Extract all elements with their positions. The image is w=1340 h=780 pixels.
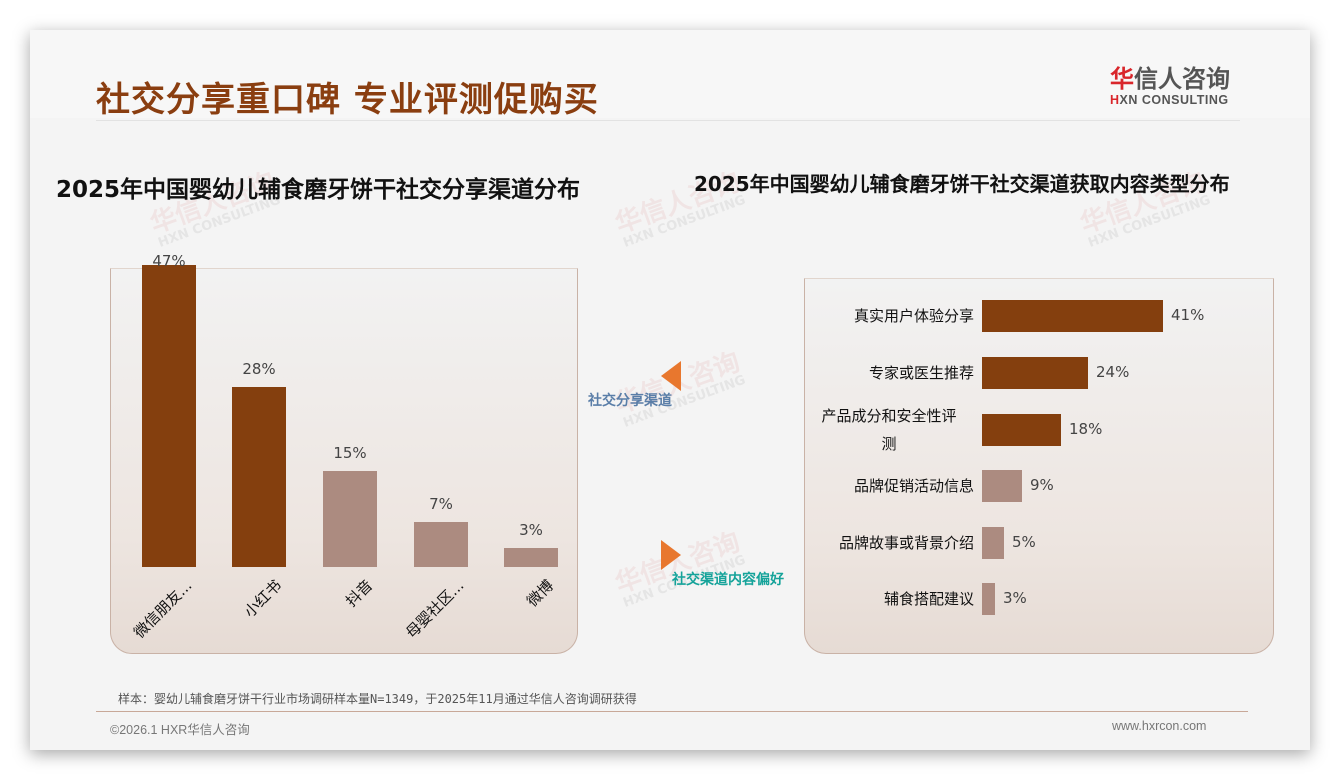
bar bbox=[982, 357, 1088, 389]
bar bbox=[982, 527, 1004, 559]
left-chart-title: 2025年中国婴幼儿辅食磨牙饼干社交分享渠道分布 bbox=[56, 177, 581, 203]
header-divider bbox=[96, 120, 1240, 121]
content-type-bar-chart: 真实用户体验分享 41% 专家或医生推荐 24% 产品成分和安全性评测 18% 品牌促销活动… bbox=[804, 278, 1274, 654]
bar-value-label: 5% bbox=[1012, 533, 1036, 551]
bar bbox=[982, 583, 995, 615]
bar-value-label: 41% bbox=[1171, 306, 1205, 324]
footer-divider bbox=[96, 711, 1248, 712]
category-label: 辅食搭配建议 bbox=[883, 590, 974, 608]
website-link[interactable]: www.hxrcon.com bbox=[1112, 719, 1207, 733]
bar-value-label: 18% bbox=[1069, 420, 1103, 438]
bar bbox=[323, 471, 377, 567]
logo-chinese: 华信人咨询 bbox=[1110, 65, 1230, 93]
bar-value-label: 3% bbox=[1003, 589, 1027, 607]
slide: 社交分享重口碑 专业评测促购买 华信人咨询 HXN CONSULTING 华信人… bbox=[30, 30, 1310, 750]
nav-link-content-preference[interactable]: 社交渠道内容偏好 bbox=[672, 572, 784, 588]
copyright: ©2026.1 HXR华信人咨询 bbox=[110, 723, 250, 737]
bar bbox=[142, 265, 196, 567]
bar bbox=[982, 300, 1163, 332]
category-label: 品牌促销活动信息 bbox=[853, 477, 974, 495]
bar-value-label: 24% bbox=[1096, 363, 1130, 381]
bar bbox=[982, 414, 1061, 446]
bar bbox=[982, 470, 1022, 502]
bar-value-label: 47% bbox=[152, 252, 186, 270]
sample-footnote: 样本：婴幼儿辅食磨牙饼干行业市场调研样本量N=1349，于2025年11月通过华… bbox=[118, 692, 637, 706]
header-band bbox=[30, 30, 1310, 118]
category-label: 产品成分和安全性评测 bbox=[821, 407, 957, 453]
content-type-chart-panel bbox=[804, 278, 1274, 654]
right-chart-title: 2025年中国婴幼儿辅食磨牙饼干社交渠道获取内容类型分布 bbox=[694, 172, 1230, 196]
bar-value-label: 3% bbox=[519, 521, 543, 539]
bar-value-label: 7% bbox=[429, 495, 453, 513]
page-title: 社交分享重口碑 专业评测促购买 bbox=[96, 80, 599, 120]
category-label: 专家或医生推荐 bbox=[868, 364, 974, 382]
bar-value-label: 15% bbox=[333, 444, 367, 462]
logo-english: HXN CONSULTING bbox=[1110, 93, 1229, 107]
category-label: 真实用户体验分享 bbox=[853, 307, 974, 325]
bar-value-label: 9% bbox=[1030, 476, 1054, 494]
company-logo: 华信人咨询 HXN CONSULTING bbox=[1110, 66, 1240, 107]
category-label: 品牌故事或背景介绍 bbox=[838, 534, 974, 552]
nav-link-sharing-channels[interactable]: 社交分享渠道 bbox=[588, 393, 672, 409]
next-arrow-icon[interactable] bbox=[661, 540, 681, 570]
bar bbox=[414, 522, 468, 567]
bar bbox=[232, 387, 286, 567]
previous-arrow-icon[interactable] bbox=[661, 361, 681, 391]
bar-value-label: 28% bbox=[242, 360, 276, 378]
bar bbox=[504, 548, 558, 567]
